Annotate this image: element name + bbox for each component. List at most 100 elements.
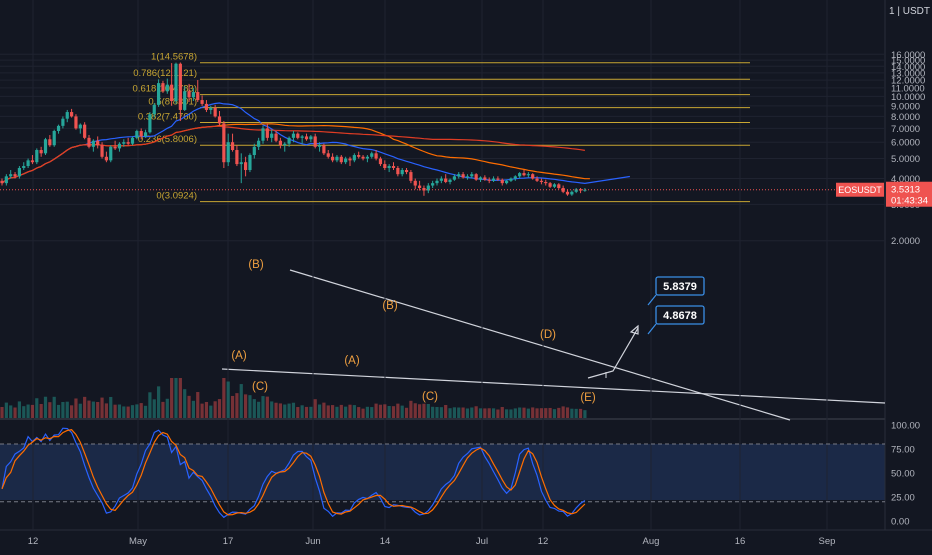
candle-body[interactable] — [244, 162, 248, 171]
candle-body[interactable] — [531, 174, 535, 179]
candle-body[interactable] — [96, 140, 100, 146]
candle-body[interactable] — [309, 136, 313, 140]
candle-body[interactable] — [418, 185, 422, 188]
candle-body[interactable] — [174, 63, 178, 102]
candle-body[interactable] — [222, 123, 226, 163]
candle-body[interactable] — [100, 145, 104, 157]
candle-body[interactable] — [183, 91, 187, 110]
candle-body[interactable] — [370, 153, 374, 157]
candle-body[interactable] — [396, 167, 400, 175]
candle-body[interactable] — [535, 178, 539, 181]
candle-body[interactable] — [570, 191, 574, 195]
candle-body[interactable] — [509, 178, 513, 181]
candle-body[interactable] — [270, 133, 274, 138]
candle-body[interactable] — [317, 145, 322, 147]
candle-body[interactable] — [17, 167, 21, 177]
candle-body[interactable] — [126, 142, 130, 144]
candle-body[interactable] — [583, 189, 587, 191]
candle-body[interactable] — [78, 124, 82, 129]
candle-body[interactable] — [470, 174, 474, 177]
candle-body[interactable] — [383, 164, 387, 168]
candle-body[interactable] — [30, 160, 35, 163]
candle-body[interactable] — [9, 174, 13, 177]
axes[interactable]: 16.000015.000014.000013.000012.000011.00… — [28, 6, 930, 547]
candle-body[interactable] — [35, 150, 39, 163]
candle-body[interactable] — [500, 179, 504, 184]
candle-body[interactable] — [74, 116, 78, 129]
candle-body[interactable] — [357, 155, 361, 157]
candle-body[interactable] — [483, 177, 487, 180]
candle-body[interactable] — [465, 176, 470, 178]
candle-body[interactable] — [274, 133, 278, 141]
candle-body[interactable] — [574, 189, 578, 192]
candle-body[interactable] — [117, 143, 122, 149]
candle-body[interactable] — [56, 125, 61, 131]
candle-body[interactable] — [217, 116, 222, 124]
candle-body[interactable] — [522, 173, 526, 176]
candle-body[interactable] — [4, 176, 8, 184]
candle-body[interactable] — [518, 173, 522, 177]
candle-body[interactable] — [391, 166, 396, 168]
candle-body[interactable] — [122, 142, 126, 144]
candle-body[interactable] — [48, 139, 52, 146]
target-boxes[interactable]: 5.8379 4.8678 — [647, 276, 705, 335]
candle-body[interactable] — [344, 158, 348, 163]
candle-body[interactable] — [196, 92, 200, 101]
target-box[interactable] — [655, 276, 705, 296]
candle-body[interactable] — [143, 132, 148, 137]
candle-body[interactable] — [70, 112, 74, 117]
candle-body[interactable] — [444, 178, 448, 182]
candle-body[interactable] — [22, 166, 26, 168]
candle-body[interactable] — [13, 174, 17, 177]
candle-body[interactable] — [200, 100, 204, 104]
trendlines[interactable] — [221, 269, 886, 421]
candle-body[interactable] — [235, 150, 239, 165]
candle-body[interactable] — [261, 128, 265, 141]
candle-body[interactable] — [435, 180, 439, 184]
candle-body[interactable] — [230, 142, 235, 151]
candle-body[interactable] — [278, 140, 282, 146]
candle-body[interactable] — [87, 137, 91, 147]
candle-body[interactable] — [52, 130, 56, 146]
candle-body[interactable] — [339, 156, 343, 163]
candle-body[interactable] — [539, 180, 543, 182]
candle-body[interactable] — [557, 184, 561, 188]
candle-body[interactable] — [452, 176, 456, 180]
candle-body[interactable] — [139, 130, 143, 137]
candle-body[interactable] — [474, 174, 478, 180]
candle-body[interactable] — [91, 140, 95, 147]
candle-body[interactable] — [313, 136, 317, 147]
lower-trendline[interactable] — [221, 368, 886, 404]
candle-body[interactable] — [291, 133, 296, 138]
candle-body[interactable] — [400, 170, 404, 175]
candle-body[interactable] — [331, 156, 335, 161]
candle-body[interactable] — [404, 170, 409, 173]
candle-body[interactable] — [413, 180, 417, 186]
candle-body[interactable] — [61, 118, 65, 126]
candle-body[interactable] — [252, 146, 256, 156]
candle-body[interactable] — [213, 107, 217, 117]
upper-trendline[interactable] — [289, 269, 791, 421]
candle-body[interactable] — [287, 137, 291, 144]
candle-body[interactable] — [300, 136, 304, 138]
candle-body[interactable] — [552, 184, 557, 187]
candle-body[interactable] — [26, 160, 30, 167]
candle-body[interactable] — [83, 124, 87, 138]
candle-body[interactable] — [361, 156, 365, 159]
candle-body[interactable] — [526, 174, 530, 176]
candle-body[interactable] — [409, 172, 413, 181]
candle-body[interactable] — [561, 187, 565, 192]
candle-body[interactable] — [248, 155, 252, 171]
candle-body[interactable] — [209, 107, 213, 110]
currency-label[interactable]: 1 | USDT — [889, 6, 930, 17]
candle-body[interactable] — [548, 183, 552, 187]
candle-body[interactable] — [148, 114, 152, 133]
candle-body[interactable] — [157, 83, 161, 105]
candle-body[interactable] — [257, 140, 261, 147]
candle-body[interactable] — [130, 137, 135, 144]
target-box[interactable] — [655, 305, 705, 325]
candle-body[interactable] — [378, 158, 383, 165]
candle-body[interactable] — [161, 83, 165, 92]
